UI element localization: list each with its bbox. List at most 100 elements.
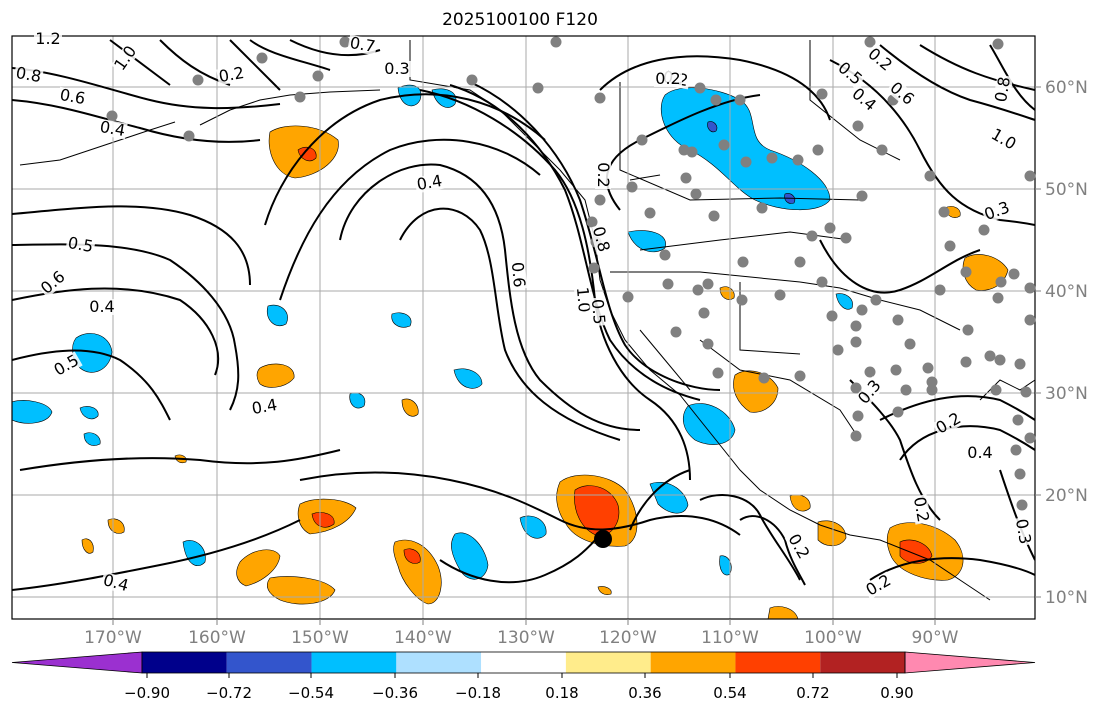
station-dot xyxy=(856,190,868,202)
contour-label: 0.4 xyxy=(415,171,443,194)
station-dot xyxy=(938,206,950,218)
station-dot xyxy=(1024,432,1036,444)
colorbar-swatch xyxy=(396,652,482,673)
station-dot xyxy=(256,52,268,64)
station-dot xyxy=(926,384,938,396)
colorbar-tick-label: 0.90 xyxy=(880,684,913,702)
contour-label: 0.6 xyxy=(508,261,529,288)
station-dot xyxy=(806,230,818,242)
station-dot xyxy=(992,292,1004,304)
station-dot xyxy=(710,94,722,106)
contour-label: 1.0 xyxy=(573,286,594,313)
storm-center-marker xyxy=(594,530,612,548)
contour-label: 0.4 xyxy=(89,297,114,316)
station-dot xyxy=(644,207,656,219)
y-tick-label: 40°N xyxy=(1045,282,1088,302)
station-dot xyxy=(978,224,990,236)
station-dot xyxy=(876,144,888,156)
colorbar-tick-label: 0.54 xyxy=(713,684,746,702)
station-dot xyxy=(944,240,956,252)
contour-label: 0.4 xyxy=(967,443,992,462)
station-dot xyxy=(812,144,824,156)
contour-label: 0.8 xyxy=(991,75,1014,103)
station-dot xyxy=(588,262,600,274)
station-dot xyxy=(636,134,648,146)
station-dot xyxy=(864,36,876,48)
positive-blob xyxy=(597,586,612,595)
colorbar-tick-label: −0.36 xyxy=(372,684,418,702)
station-dot xyxy=(698,307,710,319)
station-dot xyxy=(990,384,1002,396)
colorbar-tick-label: −0.72 xyxy=(206,684,252,702)
station-dot xyxy=(984,350,996,362)
station-dot xyxy=(1014,468,1026,480)
station-dot xyxy=(962,324,974,336)
station-dot xyxy=(992,38,1004,50)
y-tick-label: 50°N xyxy=(1045,180,1088,200)
station-dot xyxy=(832,344,844,356)
y-tick-label: 10°N xyxy=(1045,588,1088,608)
y-axis-ticks: 60°N 50°N 40°N 30°N 20°N 10°N xyxy=(1035,78,1088,608)
contour-lines xyxy=(12,39,1035,591)
contour-label: 1.2 xyxy=(35,29,60,48)
contour-label: 0.6 xyxy=(58,85,86,108)
colorbar-tick-label: −0.54 xyxy=(288,684,334,702)
map-title: 2025100100 F120 xyxy=(442,10,598,30)
negative-blob xyxy=(682,403,736,445)
colorbar-tick-label: 0.72 xyxy=(796,684,829,702)
station-dot xyxy=(1016,499,1028,511)
station-dot xyxy=(934,284,946,296)
anomaly-shading xyxy=(12,84,1009,619)
colorbar-tick-label: 0.18 xyxy=(545,684,578,702)
colorbar-tick-label: −0.90 xyxy=(124,684,170,702)
x-axis-ticks: 170°W 160°W 150°W 140°W 130°W 120°W 110°W 100°W… xyxy=(84,619,959,648)
station-dot xyxy=(766,152,778,164)
negative-blob xyxy=(266,304,288,326)
colorbar-tick-label: −0.18 xyxy=(455,684,501,702)
station-dot xyxy=(850,382,862,394)
positive-core xyxy=(403,548,421,564)
negative-blob xyxy=(453,368,483,389)
negative-blob xyxy=(391,312,412,328)
coastlines xyxy=(19,40,1035,601)
negative-blob xyxy=(627,230,666,253)
station-dot xyxy=(850,320,862,332)
contour-label: 0.2 xyxy=(655,69,680,88)
station-dot xyxy=(1024,170,1036,182)
positive-blob xyxy=(256,363,295,388)
station-dot xyxy=(994,354,1006,366)
station-dot xyxy=(690,188,702,200)
station-dot xyxy=(312,70,324,82)
map-frame xyxy=(11,35,1036,620)
station-dot xyxy=(626,181,638,193)
station-dot xyxy=(870,294,882,306)
station-dot xyxy=(864,366,876,378)
station-dot xyxy=(670,326,682,338)
station-dot xyxy=(824,222,836,234)
station-dot xyxy=(192,74,204,86)
station-dot xyxy=(594,92,606,104)
station-dot xyxy=(622,291,634,303)
x-tick-label: 110°W xyxy=(701,628,759,648)
station-dot xyxy=(1020,386,1032,398)
contour-label: 0.7 xyxy=(348,33,376,56)
station-dot xyxy=(702,338,714,350)
x-tick-label: 140°W xyxy=(394,628,452,648)
station-dot xyxy=(586,216,598,228)
station-dot xyxy=(816,276,828,288)
positive-blob xyxy=(767,606,799,619)
station-dot xyxy=(826,310,838,322)
station-dot xyxy=(792,154,804,166)
station-dot xyxy=(960,356,972,368)
station-dot xyxy=(816,88,828,100)
colorbar-swatch xyxy=(565,652,651,673)
contour-label: 0.3 xyxy=(1012,517,1035,545)
x-tick-label: 150°W xyxy=(291,628,349,648)
station-dot xyxy=(736,294,748,306)
station-dot xyxy=(850,336,862,348)
station-dot xyxy=(852,120,864,132)
station-dot xyxy=(294,91,306,103)
contour-label: 0.2 xyxy=(217,63,245,86)
colorbar-ticks: −0.90 −0.72 −0.54 −0.36 −0.18 0.18 0.36 0.54 0.7… xyxy=(124,673,914,702)
contour-label: 0.8 xyxy=(14,63,42,86)
